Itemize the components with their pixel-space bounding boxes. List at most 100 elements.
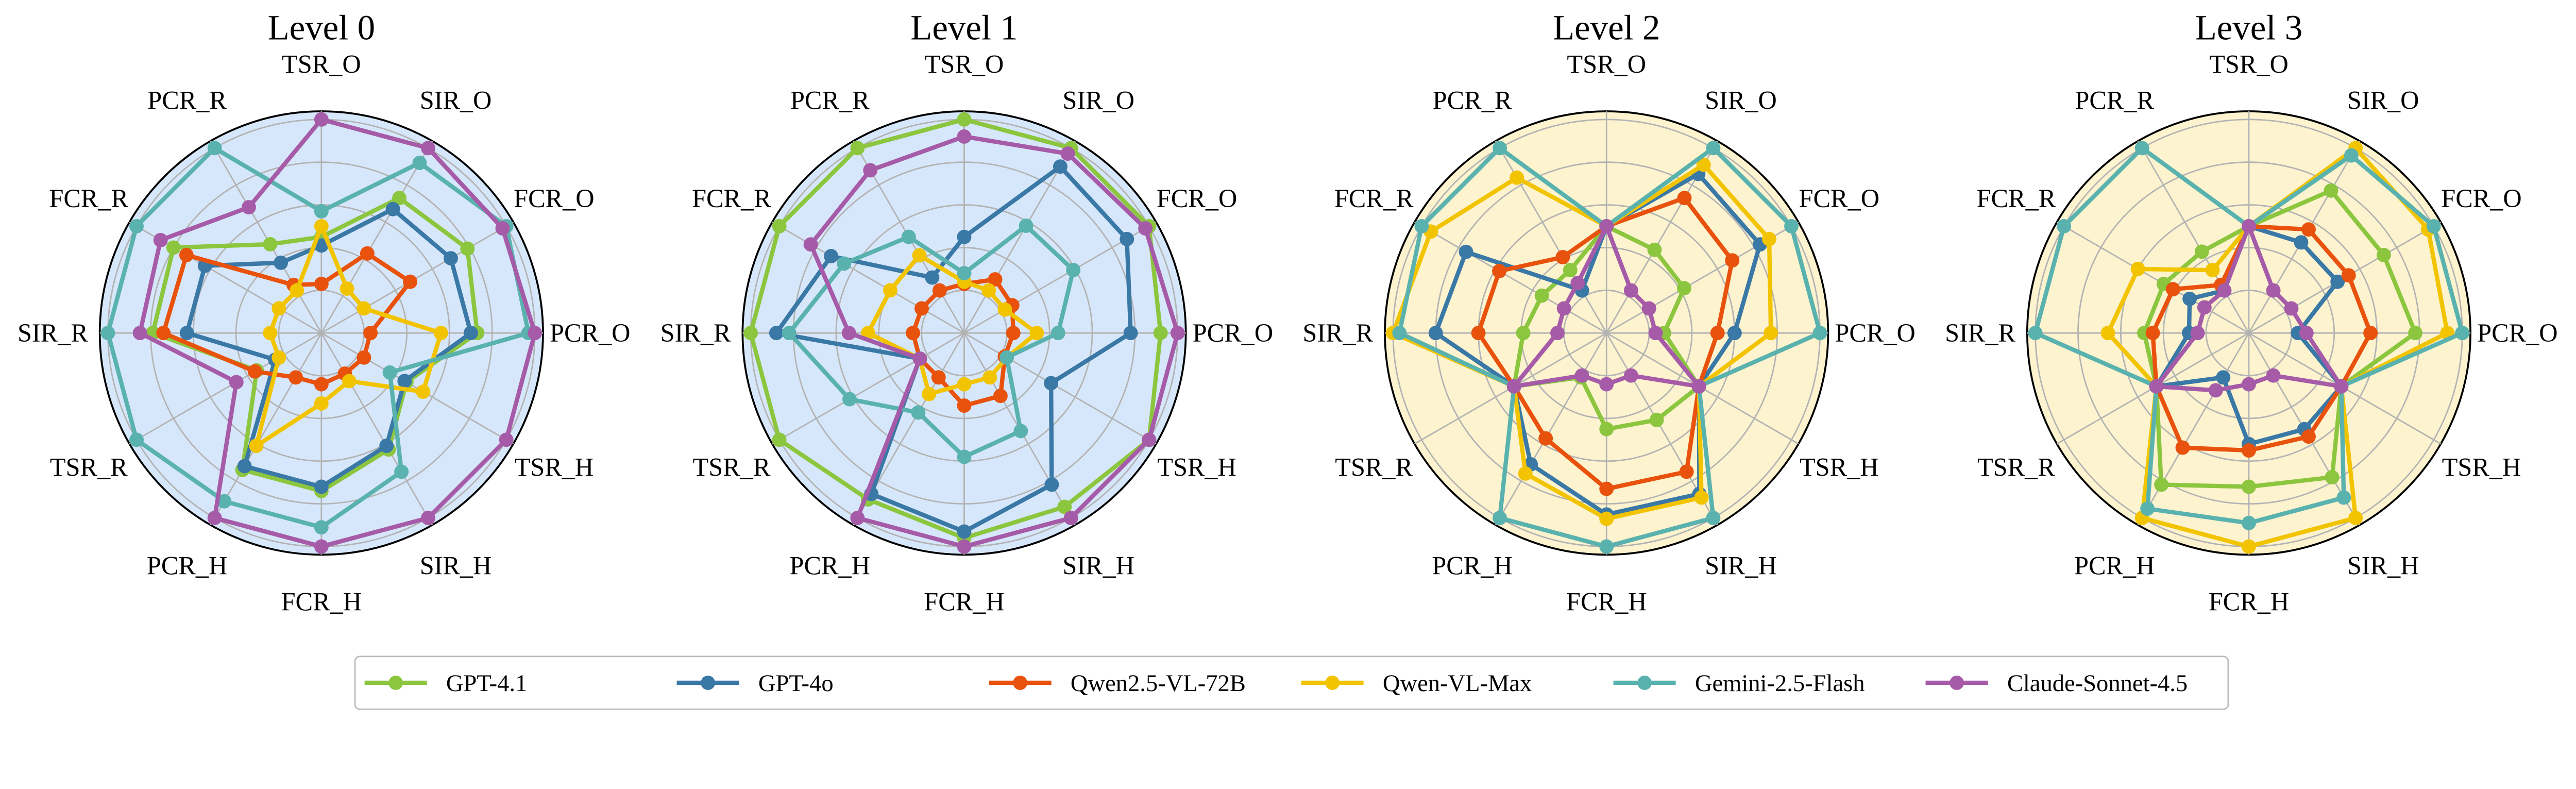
data-point-SIR_H [1694, 490, 1709, 505]
data-point-TSR_R [129, 432, 144, 447]
data-point-PCR_O [1153, 326, 1168, 341]
data-point-PCR_H [237, 459, 252, 474]
data-point-FCR_R [824, 249, 839, 263]
data-point-FCR_R [803, 237, 818, 252]
data-point-PCR_R [290, 283, 304, 298]
data-point-PCR_R [912, 248, 927, 263]
data-point-SIR_H [2325, 470, 2340, 485]
data-point-SIR_R [1550, 326, 1565, 341]
data-point-SIR_H [421, 511, 435, 525]
data-point-FCR_H [314, 396, 329, 411]
data-point-TSR_O [314, 238, 329, 253]
data-point-PCR_H [289, 370, 303, 385]
data-point-PCR_R [263, 237, 278, 251]
data-point-SIR_R [2100, 326, 2115, 341]
legend-swatch-marker [701, 675, 716, 690]
data-point-PCR_R [932, 283, 947, 298]
data-point-PCR_H [2175, 440, 2190, 455]
data-point-SIR_R [906, 326, 921, 341]
data-point-TSR_H [1691, 379, 1706, 394]
data-point-TSR_O [314, 112, 329, 127]
data-point-SIR_R [2028, 326, 2043, 341]
data-point-SIR_R [100, 326, 115, 341]
axis-spoke [210, 140, 323, 333]
data-point-FCR_R [837, 256, 852, 271]
data-point-FCR_R [1534, 288, 1549, 303]
data-point-TSR_H [1044, 376, 1059, 391]
data-point-SIR_H [2348, 511, 2363, 525]
data-point-PCR_O [528, 326, 543, 341]
data-point-SIR_O [1053, 159, 1067, 174]
data-point-TSR_H [999, 350, 1014, 365]
axis-label: PCR_O [550, 318, 630, 347]
axis-spoke [1495, 332, 1607, 526]
radar-panel-0: TSR_O SIR_O FCR_O PCR_O TSR_H SIR_H FCR_H PCR_H… [18, 8, 630, 616]
data-point-FCR_O [1762, 231, 1776, 246]
data-point-FCR_O [403, 274, 418, 289]
data-point-PCR_H [2140, 501, 2155, 516]
axis-label: FCR_H [924, 587, 1004, 616]
axis-spoke [2056, 221, 2249, 334]
data-point-TSR_H [357, 350, 371, 365]
data-point-TSR_R [1506, 379, 1521, 394]
data-point-FCR_O [997, 302, 1012, 317]
data-point-SIR_H [2336, 490, 2351, 505]
data-point-FCR_H [957, 449, 972, 464]
series-Claude-Sonnet-4.5 [803, 129, 1185, 554]
data-point-FCR_R [1459, 244, 1473, 259]
data-point-PCR_R [1493, 141, 1507, 156]
data-point-SIR_H [1623, 368, 1638, 383]
data-point-FCR_R [1492, 264, 1507, 278]
axis-spoke [772, 221, 965, 334]
legend-label: Qwen-VL-Max [1383, 670, 1532, 697]
panel-title: Level 1 [910, 8, 1018, 47]
data-point-PCR_O [2363, 326, 2378, 341]
axis-label: FCR_R [49, 184, 128, 213]
data-point-FCR_R [2182, 291, 2197, 306]
data-point-SIR_O [2344, 148, 2359, 163]
data-point-FCR_R [166, 240, 181, 255]
legend: GPT-4.1 GPT-4o Qwen2.5-VL-72B Qwen-VL-Max Ge… [354, 656, 2229, 710]
axis-label: FCR_O [1157, 184, 1237, 213]
data-point-PCR_R [1555, 250, 1570, 265]
axis-label: TSR_H [1157, 453, 1236, 482]
data-point-FCR_R [1556, 301, 1571, 316]
data-point-SIR_O [2301, 222, 2316, 237]
data-point-FCR_H [314, 520, 329, 535]
axis-spoke [772, 332, 965, 445]
axis-label: SIR_R [1945, 318, 2015, 347]
panel-title: Level 3 [2195, 8, 2303, 47]
legend-item: GPT-4o [676, 670, 834, 697]
data-point-FCR_R [272, 301, 286, 316]
data-point-SIR_H [1063, 511, 1078, 525]
axis-label: PCR_O [2477, 318, 2557, 347]
axis-label: PCR_R [790, 86, 870, 114]
data-point-SIR_O [1706, 141, 1721, 156]
data-point-TSR_H [499, 432, 514, 447]
axis-label: PCR_H [2074, 551, 2155, 580]
axis-label: FCR_R [1977, 184, 2056, 213]
axis-label: TSR_R [1977, 453, 2055, 482]
data-point-SIR_R [1428, 326, 1443, 341]
axis-label: PCR_R [2075, 86, 2154, 114]
data-point-TSR_H [382, 365, 397, 380]
axis-spoke [210, 332, 323, 526]
data-point-SIR_O [1623, 283, 1638, 298]
series-Claude-Sonnet-4.5 [132, 112, 543, 554]
data-point-SIR_R [263, 326, 278, 341]
data-point-PCR_R [901, 229, 916, 244]
data-point-TSR_O [957, 112, 972, 127]
axis-label: SIR_H [1705, 551, 1777, 580]
data-point-FCR_H [1599, 422, 1614, 437]
data-point-FCR_R [2057, 219, 2072, 233]
data-point-PCR_O [1710, 326, 1725, 341]
data-point-PCR_R [2134, 141, 2149, 156]
data-point-TSR_H [1142, 432, 1157, 447]
axis-label: TSR_R [693, 453, 771, 482]
data-point-FCR_O [2330, 274, 2345, 289]
radar-figure: TSR_O SIR_O FCR_O PCR_O TSR_H SIR_H FCR_H PCR_H… [18, 8, 2558, 710]
data-point-TSR_O [2241, 219, 2256, 233]
axis-spoke [1414, 221, 1607, 334]
data-point-PCR_R [925, 270, 940, 285]
data-point-FCR_O [1066, 262, 1081, 277]
